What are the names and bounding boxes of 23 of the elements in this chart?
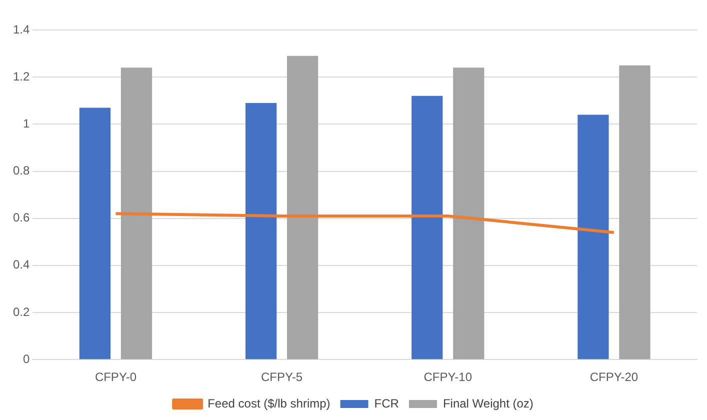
legend-label: Final Weight (oz) (442, 396, 534, 410)
y-tick-label: 1.4 (12, 22, 30, 36)
bar (286, 56, 318, 360)
x-tick-label: CFPY-5 (261, 370, 303, 384)
x-tick-label: CFPY-20 (590, 370, 638, 384)
legend-label: Feed cost ($/lb shrimp) (208, 396, 330, 410)
bar (619, 65, 650, 360)
bar (453, 68, 484, 360)
x-tick-label: CFPY-10 (424, 370, 472, 384)
y-tick-label: 1.2 (12, 69, 30, 84)
legend-label: FCR (374, 396, 400, 410)
y-tick-label: 0.2 (12, 304, 30, 319)
bar (79, 108, 111, 360)
y-tick-label: 0.6 (12, 210, 30, 225)
x-tick-label: CFPY-0 (94, 370, 137, 384)
bar (120, 68, 152, 360)
y-tick-label: 1 (22, 116, 30, 130)
y-tick-label: 0.4 (12, 258, 30, 272)
y-tick-label: 0.8 (12, 164, 30, 178)
y-tick-label: 0 (22, 352, 30, 366)
bar (245, 102, 277, 360)
bar (578, 114, 609, 360)
bar (412, 96, 443, 360)
